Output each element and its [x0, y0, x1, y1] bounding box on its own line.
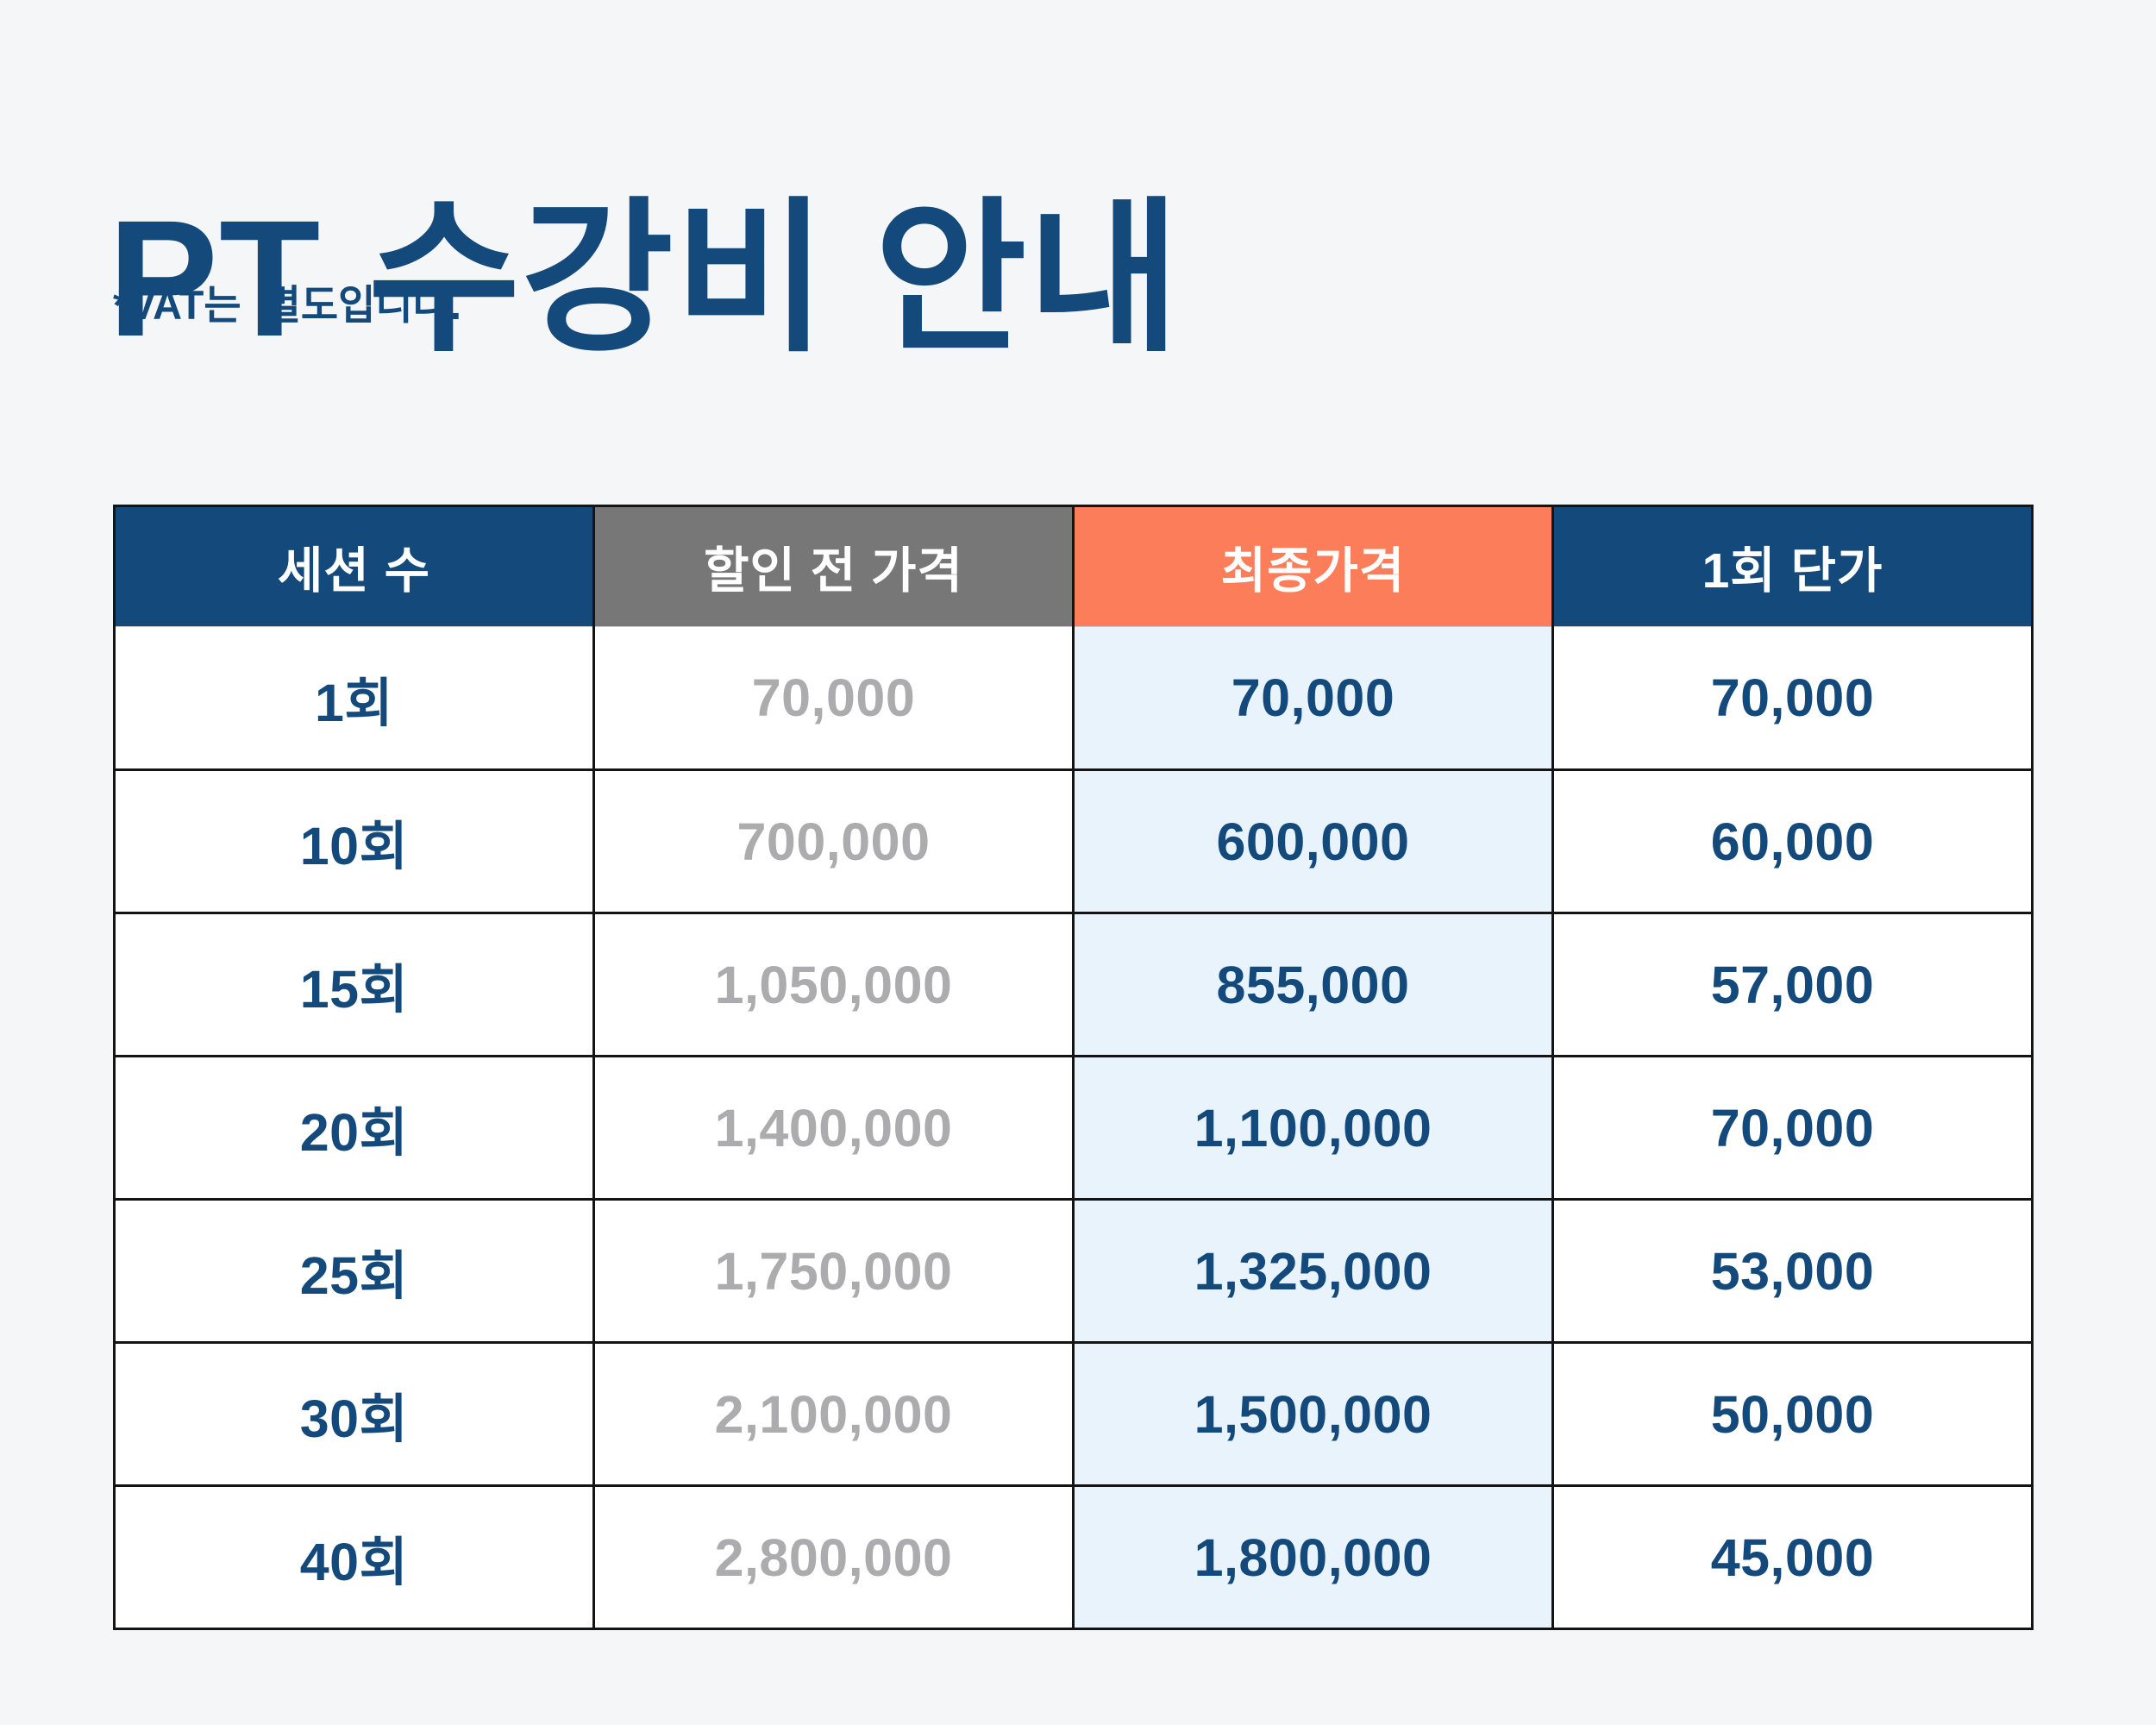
pricing-table: 세션 수 할인 전 가격 최종가격 1회 단가 1회 70,000 70,000 70…	[113, 505, 2034, 1630]
final-price-cell: 70,000	[1072, 626, 1553, 770]
pricing-table-body: 1회 70,000 70,000 70,000 10회 700,000 600,000 60,…	[114, 626, 2033, 1629]
unit-price-cell: 70,000	[1551, 626, 2033, 770]
price-before-discount-cell: 2,800,000	[592, 1484, 1074, 1629]
session-count-cell: 1회	[114, 626, 594, 770]
column-header-final-price: 최종가격	[1072, 505, 1553, 627]
price-before-discount-cell: 2,100,000	[592, 1341, 1074, 1486]
pricing-table-header: 세션 수 할인 전 가격 최종가격 1회 단가	[114, 505, 2033, 627]
session-count-cell: 30회	[114, 1341, 594, 1486]
final-price-cell: 1,500,000	[1072, 1341, 1553, 1486]
table-row: 20회 1,400,000 1,100,000 70,000	[114, 1055, 2033, 1200]
table-row: 1회 70,000 70,000 70,000	[114, 626, 2033, 770]
table-row: 30회 2,100,000 1,500,000 50,000	[114, 1341, 2033, 1486]
column-header-price-before-discount: 할인 전 가격	[592, 505, 1074, 627]
column-header-unit-price: 1회 단가	[1551, 505, 2033, 627]
header-row: 세션 수 할인 전 가격 최종가격 1회 단가	[114, 505, 2033, 627]
unit-price-cell: 60,000	[1551, 768, 2033, 913]
price-before-discount-cell: 1,050,000	[592, 912, 1074, 1057]
final-price-cell: 1,325,000	[1072, 1198, 1553, 1343]
table-row: 40회 2,800,000 1,800,000 45,000	[114, 1484, 2033, 1629]
table-row: 25회 1,750,000 1,325,000 53,000	[114, 1198, 2033, 1343]
final-price-cell: 1,800,000	[1072, 1484, 1553, 1629]
table-row: 10회 700,000 600,000 60,000	[114, 768, 2033, 913]
session-count-cell: 25회	[114, 1198, 594, 1343]
price-before-discount-cell: 700,000	[592, 768, 1074, 913]
unit-price-cell: 50,000	[1551, 1341, 2033, 1486]
final-price-cell: 1,100,000	[1072, 1055, 1553, 1200]
price-before-discount-cell: 1,750,000	[592, 1198, 1074, 1343]
unit-price-cell: 57,000	[1551, 912, 2033, 1057]
final-price-cell: 855,000	[1072, 912, 1553, 1057]
page-title: PT 수강비 안내	[108, 185, 1181, 371]
session-count-cell: 10회	[114, 768, 594, 913]
table-row: 15회 1,050,000 855,000 57,000	[114, 912, 2033, 1057]
unit-price-cell: 53,000	[1551, 1198, 2033, 1343]
price-before-discount-cell: 70,000	[592, 626, 1074, 770]
session-count-cell: 40회	[114, 1484, 594, 1629]
final-price-cell: 600,000	[1072, 768, 1553, 913]
price-before-discount-cell: 1,400,000	[592, 1055, 1074, 1200]
session-count-cell: 20회	[114, 1055, 594, 1200]
column-header-sessions: 세션 수	[114, 505, 594, 627]
unit-price-cell: 45,000	[1551, 1484, 2033, 1629]
unit-price-cell: 70,000	[1551, 1055, 2033, 1200]
vat-note: *VAT는 별도입니다.	[113, 282, 461, 328]
session-count-cell: 15회	[114, 912, 594, 1057]
